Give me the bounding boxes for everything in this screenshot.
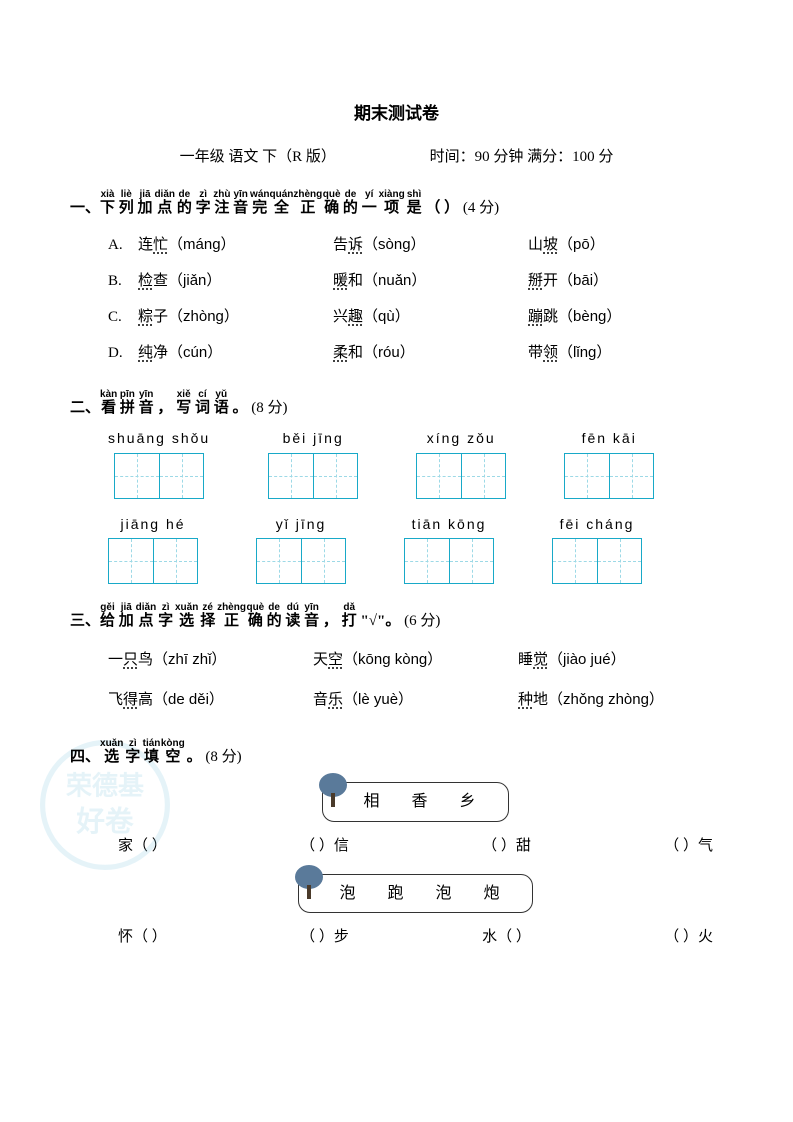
pinyin-label: xíng zǒu (427, 427, 496, 449)
word-bank-1: 相 香 乡 (108, 782, 723, 822)
q3-tail: "√"。 (360, 613, 400, 629)
tree-icon (315, 771, 351, 811)
tianzi-grid[interactable] (114, 453, 204, 499)
pinyin-box-item: tiān kōng (404, 513, 494, 584)
fill-blank[interactable]: （ ）信 (300, 834, 349, 858)
pinyin-box-item: fēi cháng (552, 513, 642, 584)
q2-tail: 。 (232, 400, 247, 416)
q2-boxes: shuāng shǒu běi jīng xíng zǒu fēn kāi jiāng … (70, 427, 723, 584)
bank1-chars: 相 香 乡 (363, 793, 489, 810)
pinyin-box-item: xíng zǒu (416, 427, 506, 498)
q4-heading: 四、选xuǎn 字zì 填tián 空kòng 。 (8 分) (70, 738, 723, 766)
pinyin-label: tiān kōng (412, 513, 487, 535)
fill-blank[interactable]: 家（ ） (118, 834, 167, 858)
tianzi-grid[interactable] (404, 538, 494, 584)
q3-item: 天空（kōng kòng） (313, 640, 518, 680)
word-bank-2: 泡 跑 泡 炮 (108, 874, 723, 914)
tianzi-grid[interactable] (564, 453, 654, 499)
exam-title: 期末测试卷 (70, 100, 723, 127)
option-item: 兴趣（qù） (333, 299, 528, 335)
pinyin-label: shuāng shǒu (108, 427, 210, 449)
option-row: B.检查（jiǎn）暖和（nuǎn）掰开（bāi） (108, 263, 723, 299)
pinyin-box-item: shuāng shǒu (108, 427, 210, 498)
option-item: 检查（jiǎn） (138, 263, 333, 299)
q3-item: 睡觉（jiào jué） (518, 640, 723, 680)
pinyin-box-item: yǐ jīng (256, 513, 346, 584)
question-4: 四、选xuǎn 字zì 填tián 空kòng 。 (8 分) 相 香 乡 家（… (70, 738, 723, 949)
q4-tail: 。 (187, 749, 202, 765)
pinyin-box-item: fēn kāi (564, 427, 654, 498)
option-item: 柔和（róu） (333, 335, 528, 371)
q1-options: A.连忙（máng）告诉（sòng）山坡（pō）B.检查（jiǎn）暖和（nuǎ… (70, 227, 723, 371)
q4-body: 相 香 乡 家（ ） （ ）信 （ ）甜 （ ）气 泡 跑 泡 炮 怀（ ） （ ）步 水… (70, 782, 723, 949)
q3-score: (6 分) (404, 613, 440, 629)
q1-score: (4 分) (463, 200, 499, 216)
q4-number: 四、 (70, 748, 100, 766)
fill-blank[interactable]: 水（ ） (482, 925, 531, 949)
q3-number: 三、 (70, 612, 100, 630)
option-item: 纯净（cún） (138, 335, 333, 371)
option-item: 掰开（bāi） (528, 263, 723, 299)
option-item: 告诉（sòng） (333, 227, 528, 263)
q3-item: 音乐（lè yuè） (313, 680, 518, 720)
q4-score: (8 分) (205, 749, 241, 765)
question-1: 一、下xià 列liè 加jiā 点diǎn 的de 字zì 注zhù 音yīn… (70, 189, 723, 371)
option-row: D.纯净（cún）柔和（róu）带领（lǐng） (108, 335, 723, 371)
tianzi-grid[interactable] (416, 453, 506, 499)
q1-number: 一、 (70, 199, 100, 217)
option-item: 连忙（máng） (138, 227, 333, 263)
pinyin-label: jiāng hé (120, 513, 185, 535)
question-2: 二、看kàn 拼pīn 音yīn ， 写xiě 词cí 语yǔ 。 (8 分) … (70, 389, 723, 584)
q3-item: 一只鸟（zhī zhǐ） (108, 640, 313, 680)
pinyin-box-item: běi jīng (268, 427, 358, 498)
q2-number: 二、 (70, 399, 100, 417)
pinyin-label: běi jīng (283, 427, 344, 449)
pinyin-label: fēi cháng (560, 513, 635, 535)
q3-row: 一只鸟（zhī zhǐ）天空（kōng kòng）睡觉（jiào jué） (108, 640, 723, 680)
q4-fill-row-2: 怀（ ） （ ）步 水（ ） （ ）火 (108, 925, 723, 949)
option-item: 带领（lǐng） (528, 335, 723, 371)
option-row: A.连忙（máng）告诉（sòng）山坡（pō） (108, 227, 723, 263)
exam-subtitle: 一年级 语文 下（R 版） 时间：90 分钟 满分：100 分 (70, 145, 723, 169)
fill-blank[interactable]: （ ）甜 (482, 834, 531, 858)
option-item: 暖和（nuǎn） (333, 263, 528, 299)
fill-blank[interactable]: （ ）火 (664, 925, 713, 949)
q3-item: 种地（zhǒng zhòng） (518, 680, 723, 720)
tianzi-grid[interactable] (552, 538, 642, 584)
q2-heading: 二、看kàn 拼pīn 音yīn ， 写xiě 词cí 语yǔ 。 (8 分) (70, 389, 723, 417)
tianzi-grid[interactable] (256, 538, 346, 584)
pinyin-label: fēn kāi (582, 427, 637, 449)
q3-rows: 一只鸟（zhī zhǐ）天空（kōng kòng）睡觉（jiào jué）飞得高… (70, 640, 723, 720)
pinyin-label: yǐ jīng (276, 513, 327, 535)
option-item: 山坡（pō） (528, 227, 723, 263)
subtitle-left: 一年级 语文 下（R 版） (180, 145, 336, 169)
tianzi-grid[interactable] (108, 538, 198, 584)
fill-blank[interactable]: 怀（ ） (118, 925, 167, 949)
q1-heading: 一、下xià 列liè 加jiā 点diǎn 的de 字zì 注zhù 音yīn… (70, 189, 723, 217)
q3-item: 飞得高（de děi） (108, 680, 313, 720)
q3-heading: 三、给gěi 加jiā 点diǎn 字zì 选xuǎn 择zé 正zhèng 确… (70, 602, 723, 630)
q4-fill-row-1: 家（ ） （ ）信 （ ）甜 （ ）气 (108, 834, 723, 858)
option-item: 蹦跳（bèng） (528, 299, 723, 335)
q3-row: 飞得高（de děi）音乐（lè yuè）种地（zhǒng zhòng） (108, 680, 723, 720)
q2-score: (8 分) (251, 400, 287, 416)
subtitle-right: 时间：90 分钟 满分：100 分 (430, 145, 614, 169)
tree-icon (291, 863, 327, 903)
fill-blank[interactable]: （ ）步 (300, 925, 349, 949)
fill-blank[interactable]: （ ）气 (664, 834, 713, 858)
pinyin-box-item: jiāng hé (108, 513, 198, 584)
q1-tail: （ ） (425, 200, 459, 216)
option-row: C.粽子（zhòng）兴趣（qù）蹦跳（bèng） (108, 299, 723, 335)
bank2-chars: 泡 跑 泡 炮 (339, 885, 513, 902)
question-3: 三、给gěi 加jiā 点diǎn 字zì 选xuǎn 择zé 正zhèng 确… (70, 602, 723, 720)
tianzi-grid[interactable] (268, 453, 358, 499)
option-item: 粽子（zhòng） (138, 299, 333, 335)
